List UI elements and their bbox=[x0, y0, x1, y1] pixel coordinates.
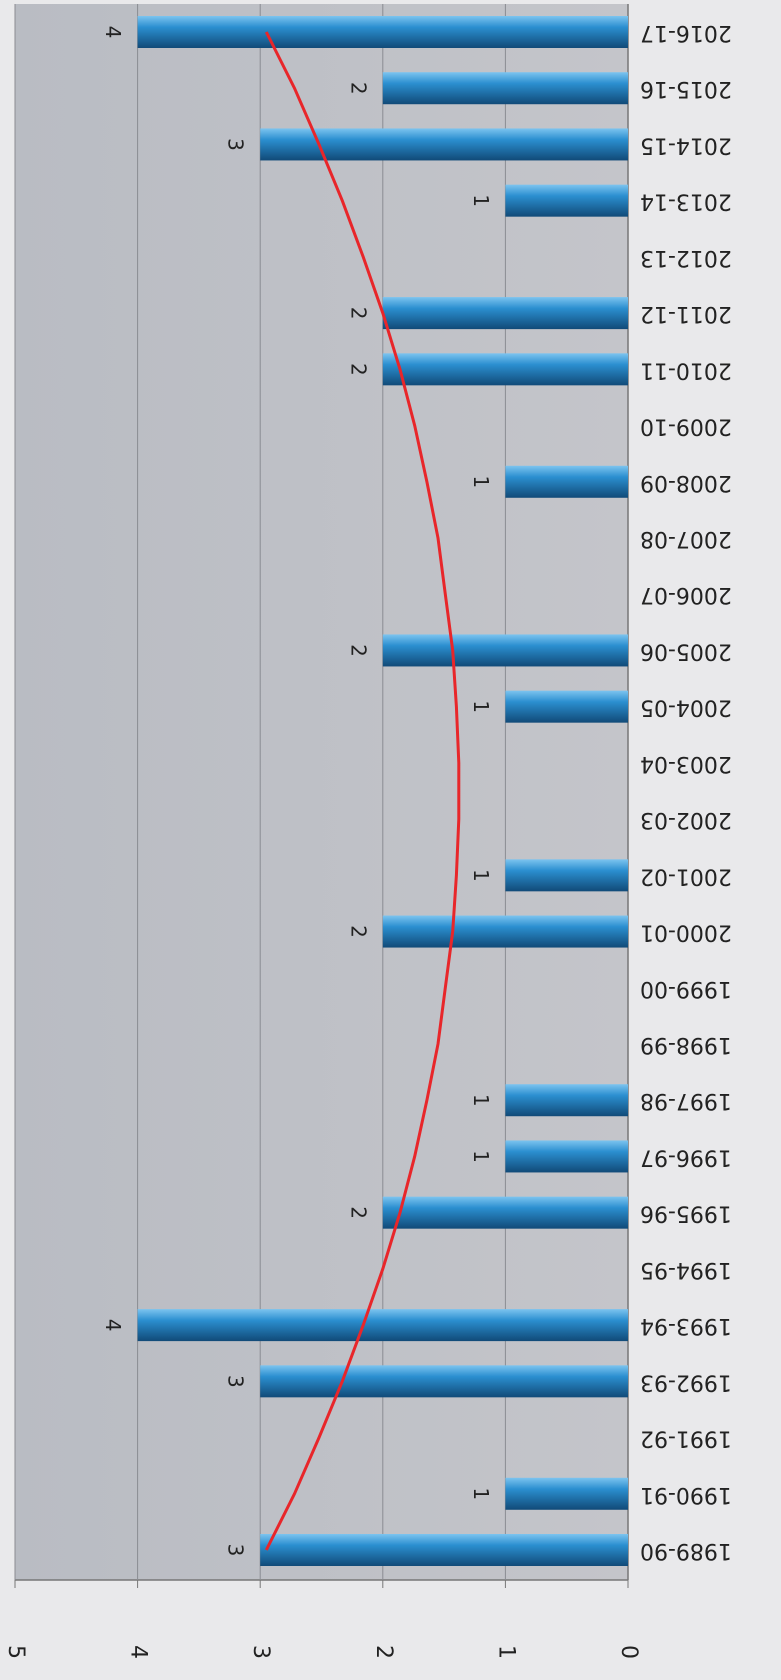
x-tick-label: 2012-13 bbox=[640, 245, 732, 270]
x-tick-label: 1990-91 bbox=[640, 1482, 732, 1507]
x-tick-label: 2014-15 bbox=[640, 132, 732, 157]
x-tick-label: 2009-10 bbox=[640, 414, 732, 439]
bar bbox=[505, 690, 628, 723]
data-label: 1 bbox=[469, 869, 493, 882]
plot-area bbox=[15, 4, 628, 1580]
bar bbox=[382, 353, 628, 386]
data-label: 1 bbox=[469, 700, 493, 713]
x-tick-label: 2011-12 bbox=[640, 301, 732, 326]
data-label: 2 bbox=[346, 1206, 370, 1219]
data-label: 3 bbox=[224, 1375, 248, 1388]
data-label: 2 bbox=[346, 644, 370, 657]
x-tick-label: 2016-17 bbox=[640, 20, 732, 45]
data-label: 2 bbox=[346, 307, 370, 320]
x-tick-label: 1989-90 bbox=[640, 1538, 732, 1563]
bar bbox=[260, 128, 628, 161]
x-tick-label: 1999-00 bbox=[640, 976, 732, 1001]
data-label: 2 bbox=[346, 82, 370, 95]
bar bbox=[505, 1477, 628, 1510]
bar bbox=[505, 184, 628, 217]
y-tick-label: 0 bbox=[616, 1645, 641, 1659]
data-label: 1 bbox=[469, 1150, 493, 1163]
x-tick-label: 1995-96 bbox=[640, 1201, 732, 1226]
data-label: 3 bbox=[224, 1544, 248, 1557]
y-tick-label: 3 bbox=[248, 1645, 273, 1659]
y-tick-label: 2 bbox=[371, 1645, 396, 1659]
bar bbox=[137, 1309, 628, 1342]
x-tick-label: 2004-05 bbox=[640, 695, 732, 720]
x-tick-label: 1994-95 bbox=[640, 1257, 732, 1282]
data-label: 1 bbox=[469, 194, 493, 207]
data-label: 4 bbox=[101, 1319, 125, 1332]
x-tick-label: 2015-16 bbox=[640, 76, 732, 101]
data-label: 2 bbox=[346, 363, 370, 376]
bar bbox=[260, 1365, 628, 1398]
data-label: 2 bbox=[346, 925, 370, 938]
x-tick-label: 1998-99 bbox=[640, 1032, 732, 1057]
data-label: 1 bbox=[469, 1487, 493, 1500]
bar bbox=[382, 1196, 628, 1229]
x-tick-label: 1997-98 bbox=[640, 1088, 732, 1113]
x-tick-label: 2007-08 bbox=[640, 526, 732, 551]
x-tick-label: 1996-97 bbox=[640, 1144, 732, 1169]
data-label: 4 bbox=[101, 26, 125, 39]
x-tick-label: 2010-11 bbox=[640, 357, 732, 382]
x-tick-label: 2006-07 bbox=[640, 582, 732, 607]
bar bbox=[382, 634, 628, 667]
x-tick-label: 1992-93 bbox=[640, 1369, 732, 1394]
x-tick-label: 2003-04 bbox=[640, 751, 732, 776]
bar bbox=[382, 297, 628, 330]
bar bbox=[137, 16, 628, 48]
x-tick-label: 2000-01 bbox=[640, 920, 732, 945]
x-tick-label: 1993-94 bbox=[640, 1313, 732, 1338]
y-tick-label: 1 bbox=[493, 1645, 518, 1659]
x-tick-label: 2008-09 bbox=[640, 470, 732, 495]
bar bbox=[260, 1534, 628, 1566]
bar bbox=[505, 465, 628, 498]
data-label: 1 bbox=[469, 1094, 493, 1107]
data-label: 3 bbox=[224, 138, 248, 151]
x-tick-label: 2013-14 bbox=[640, 189, 732, 214]
data-label: 1 bbox=[469, 475, 493, 488]
x-tick-label: 2005-06 bbox=[640, 638, 732, 663]
x-tick-label: 1991-92 bbox=[640, 1426, 732, 1451]
bar bbox=[382, 72, 628, 105]
trendline bbox=[264, 31, 461, 1551]
y-tick-label: 4 bbox=[126, 1645, 151, 1659]
y-tick-label: 5 bbox=[3, 1645, 28, 1659]
bar bbox=[505, 1140, 628, 1173]
x-tick-label: 2002-03 bbox=[640, 807, 732, 832]
bar bbox=[382, 915, 628, 948]
bar bbox=[505, 859, 628, 892]
x-tick-label: 2001-02 bbox=[640, 863, 732, 888]
bar bbox=[505, 1084, 628, 1117]
